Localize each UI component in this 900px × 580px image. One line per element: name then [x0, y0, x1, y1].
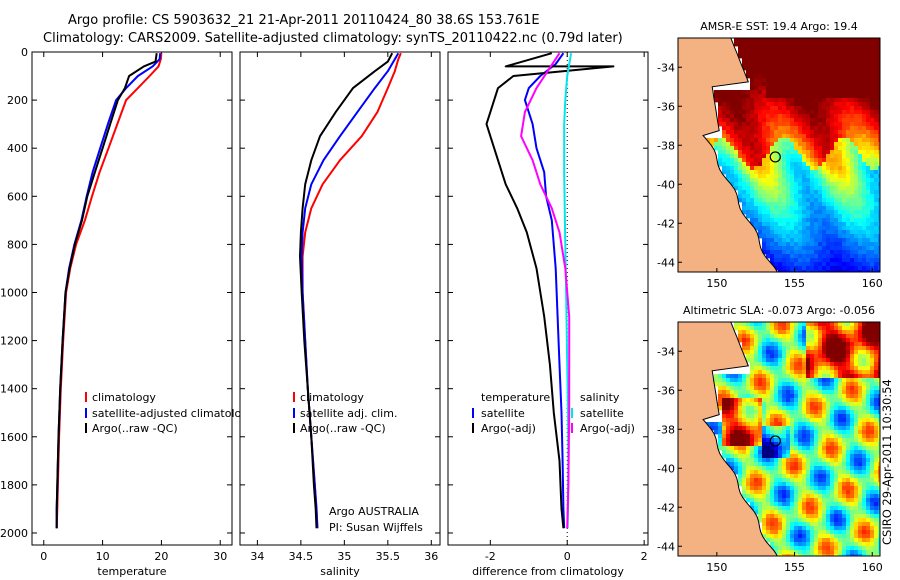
profile-panel-3: -2 0 2 difference from climatology temperatu… [447, 51, 649, 578]
y-tick-label: -36 [657, 100, 675, 113]
plot-frame [31, 51, 233, 546]
y-tick-label: -34 [657, 61, 675, 74]
map-field [678, 38, 880, 272]
y-tick-label: -40 [657, 462, 675, 475]
y-tick-label: 1600 [0, 431, 28, 444]
map-frame [677, 37, 881, 273]
x-axis-label: difference from climatology [472, 565, 624, 578]
x-tick-label: 155 [784, 277, 805, 290]
x-tick-label: 150 [706, 277, 727, 290]
legend-label: Argo(-adj) [580, 422, 635, 435]
profile-panels: 0 10 20 30020040060080010001200140016001800… [0, 46, 649, 578]
series-line [520, 52, 571, 529]
profile-panel-1: 0 10 20 30 0 200 400 600 800 1000 1200 1400 1600 1800… [0, 46, 255, 578]
side-stamp: CSIRO 29-Apr-2011 10:30:54 [880, 379, 894, 545]
title-line-1: Argo profile: CS 5903632_21 21-Apr-2011 … [68, 13, 540, 28]
y-tick-label: 0 [21, 46, 28, 59]
x-tick-label: 34.5 [289, 550, 314, 563]
series-line [299, 52, 394, 529]
map-panel-1: AMSR-E SST: 19.4 Argo: 19.4 150 155 160 -34 -… [657, 20, 883, 290]
y-tick-label: -42 [657, 501, 675, 514]
y-tick-label: -42 [657, 217, 675, 230]
legend-group-title: temperature [481, 391, 550, 404]
y-tick-label: 1200 [0, 335, 28, 348]
y-tick-label: -44 [657, 540, 675, 553]
series-line [55, 53, 158, 529]
y-tick-label: -40 [657, 178, 675, 191]
y-tick-label: -38 [657, 423, 675, 436]
y-tick-label: 2000 [0, 527, 28, 540]
y-tick-label: -34 [657, 345, 675, 358]
plot-frame [239, 51, 441, 546]
coastline [702, 38, 778, 272]
x-tick-label: 34 [250, 550, 264, 563]
y-tick-label: -36 [657, 384, 675, 397]
legend-label: satellite adj. clim. [300, 407, 397, 420]
legend-label: climatology [300, 391, 364, 404]
x-tick-label: 35.5 [376, 550, 401, 563]
x-tick-label: 30 [213, 550, 227, 563]
map-panels: AMSR-E SST: 19.4 Argo: 19.4 150 155 160 -34 -… [657, 20, 883, 574]
y-tick-label: -44 [657, 256, 675, 269]
float-position-marker [769, 435, 781, 447]
float-position-marker [769, 151, 781, 163]
map-title: Altimetric SLA: -0.073 Argo: -0.056 [683, 304, 875, 317]
y-tick-label: 200 [7, 94, 28, 107]
x-tick-label: 2 [641, 550, 648, 563]
coastline [702, 322, 778, 556]
map-title: AMSR-E SST: 19.4 Argo: 19.4 [700, 20, 858, 33]
legend-label: Argo(-adj) [481, 422, 536, 435]
profile-panel-2: 34 34.5 35 35.5 36 salinity climatology satelli… [239, 51, 441, 578]
map-field [678, 322, 880, 556]
y-tick-label: 800 [7, 238, 28, 251]
x-axis-label: salinity [320, 565, 360, 578]
x-tick-label: 150 [706, 561, 727, 574]
legend-label: satellite [481, 407, 525, 420]
y-tick-label: 400 [7, 142, 28, 155]
x-tick-label: 155 [784, 561, 805, 574]
x-tick-label: 0 [40, 550, 47, 563]
legend-label: climatology [92, 391, 156, 404]
legend-label: satellite-adjusted climatology [92, 407, 255, 420]
legend-label: Argo(..raw -QC) [92, 422, 178, 435]
y-tick-label: -38 [657, 139, 675, 152]
map-panel-2: Altimetric SLA: -0.073 Argo: -0.056 150 15… [657, 304, 883, 574]
plot-frame [447, 51, 649, 546]
x-axis-label: temperature [97, 565, 166, 578]
x-tick-label: 160 [862, 561, 883, 574]
land [678, 322, 778, 556]
y-tick-label: 1800 [0, 479, 28, 492]
y-tick-label: 1400 [0, 383, 28, 396]
title-line-2: Climatology: CARS2009. Satellite-adjuste… [43, 31, 623, 46]
y-tick-label: 600 [7, 190, 28, 203]
x-tick-label: -2 [485, 550, 496, 563]
x-tick-label: 160 [862, 277, 883, 290]
x-tick-label: 20 [154, 550, 168, 563]
y-tick-label: 1000 [0, 286, 28, 299]
map-frame [677, 321, 881, 557]
legend-label: satellite [580, 407, 624, 420]
annotation-text: PI: Susan Wijffels [329, 521, 423, 534]
legend-group-title: salinity [580, 391, 620, 404]
x-tick-label: 10 [96, 550, 110, 563]
x-tick-label: 35 [337, 550, 351, 563]
land [678, 38, 778, 272]
legend-label: Argo(..raw -QC) [300, 422, 386, 435]
x-tick-label: 0 [564, 550, 571, 563]
x-tick-label: 36 [424, 550, 438, 563]
annotation-text: Argo AUSTRALIA [329, 505, 419, 518]
